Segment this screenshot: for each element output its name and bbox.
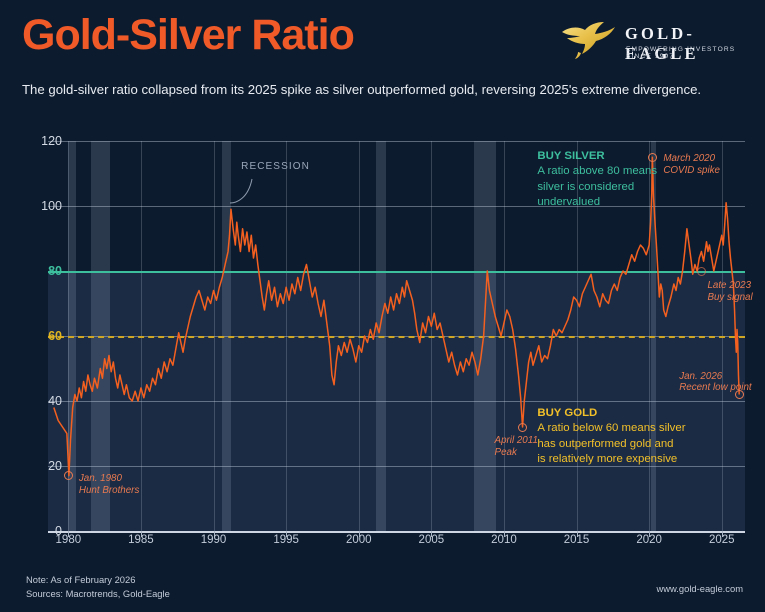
undervalued-band bbox=[48, 141, 745, 271]
x-axis-line bbox=[48, 531, 745, 533]
x-axis-tick bbox=[213, 531, 215, 537]
x-axis-tick-label: 2010 bbox=[491, 534, 517, 546]
x-axis-tick bbox=[140, 531, 142, 537]
x-axis-tick bbox=[576, 531, 578, 537]
y-axis-tick-label: 120 bbox=[41, 134, 62, 148]
footer-website: www.gold-eagle.com bbox=[656, 583, 744, 594]
eagle-icon bbox=[562, 22, 615, 59]
gridline bbox=[48, 401, 745, 402]
footer-note: Note: As of February 2026 bbox=[26, 574, 136, 585]
buy-silver-callout: BUY SILVER A ratio above 80 means silver … bbox=[537, 149, 657, 210]
y-axis-tick-label: 60 bbox=[48, 329, 62, 343]
x-axis-tick bbox=[68, 531, 70, 537]
annotation-marker bbox=[518, 422, 528, 432]
x-axis-tick-label: 2015 bbox=[563, 534, 590, 546]
x-axis-tick-label: 2005 bbox=[418, 534, 445, 546]
recession-label: RECESSION bbox=[241, 161, 310, 172]
ratio-line-series bbox=[53, 156, 740, 477]
y-axis-tick-label: 0 bbox=[55, 524, 62, 538]
y-axis-tick-label: 20 bbox=[48, 459, 62, 473]
x-axis-tick bbox=[358, 531, 360, 537]
y-axis-tick-label: 100 bbox=[41, 199, 62, 213]
gridline bbox=[48, 141, 745, 142]
x-axis-tick bbox=[649, 531, 651, 537]
callout-body: A ratio below 60 means silver has outper… bbox=[537, 422, 686, 465]
annotation-marker bbox=[64, 471, 74, 481]
april-2011-note: April 2011 Peak bbox=[494, 435, 538, 458]
x-axis-tick-label: 2000 bbox=[345, 534, 372, 546]
footer: Note: As of February 2026 Sources: Macro… bbox=[0, 566, 765, 612]
annotation-marker bbox=[696, 266, 706, 276]
x-axis-tick-label: 2025 bbox=[708, 534, 735, 546]
covid-spike-note: March 2020 COVID spike bbox=[663, 153, 720, 177]
logo-tagline: EMPOWERING INVESTORS SINCE 1997 bbox=[626, 46, 736, 60]
x-axis-tick-label: 2020 bbox=[636, 534, 662, 546]
x-axis-tick-label: 1985 bbox=[128, 534, 154, 546]
gold-threshold bbox=[48, 336, 745, 338]
x-axis-tick-label: 1980 bbox=[55, 534, 82, 546]
x-axis-tick bbox=[503, 531, 505, 537]
x-axis-tick-label: 1990 bbox=[200, 534, 227, 546]
callout-heading: BUY SILVER bbox=[537, 150, 605, 162]
y-axis-tick-label: 80 bbox=[48, 264, 62, 278]
gold-silver-ratio-chart: 0 20 40 60 80 100 120 1980 1985 1990 1995 2000 2005 2… bbox=[0, 128, 765, 560]
callout-body: A ratio above 80 means silver is conside… bbox=[537, 165, 658, 208]
hunt-brothers-note: Jan. 1980 Hunt Brothers bbox=[78, 472, 140, 496]
jan-2026-note: Jan. 2026 Recent low point bbox=[679, 370, 752, 394]
x-axis-tick bbox=[431, 531, 433, 537]
late-2023-note: Late 2023 Buy signal bbox=[707, 280, 753, 303]
page-subtitle: The gold-silver ratio collapsed from its… bbox=[22, 82, 702, 97]
footer-sources: Sources: Macrotrends, Gold-Eagle bbox=[26, 588, 170, 599]
gridline bbox=[48, 206, 745, 207]
x-axis-tick-label: 1995 bbox=[273, 534, 299, 546]
header: Gold-Silver Ratio The gold-silver ratio … bbox=[0, 0, 765, 128]
plot-area bbox=[48, 141, 745, 533]
gridline bbox=[48, 466, 745, 467]
recession-leader-line bbox=[230, 178, 253, 204]
x-axis-tick bbox=[286, 531, 288, 537]
page-title: Gold-Silver Ratio bbox=[22, 11, 355, 59]
logo-wordmark: GOLD-EAGLE bbox=[625, 24, 699, 63]
annotation-marker bbox=[734, 390, 744, 399]
buy-gold-callout: BUY GOLD A ratio below 60 means silver ha… bbox=[537, 406, 685, 467]
annotation-marker bbox=[647, 152, 657, 162]
gold-eagle-logo: GOLD-EAGLE EMPOWERING INVESTORS SINCE 19… bbox=[559, 18, 747, 64]
x-axis-tick bbox=[721, 531, 723, 537]
callout-heading: BUY GOLD bbox=[537, 407, 598, 419]
y-axis-tick-label: 40 bbox=[48, 394, 62, 408]
silver-threshold bbox=[48, 271, 745, 273]
